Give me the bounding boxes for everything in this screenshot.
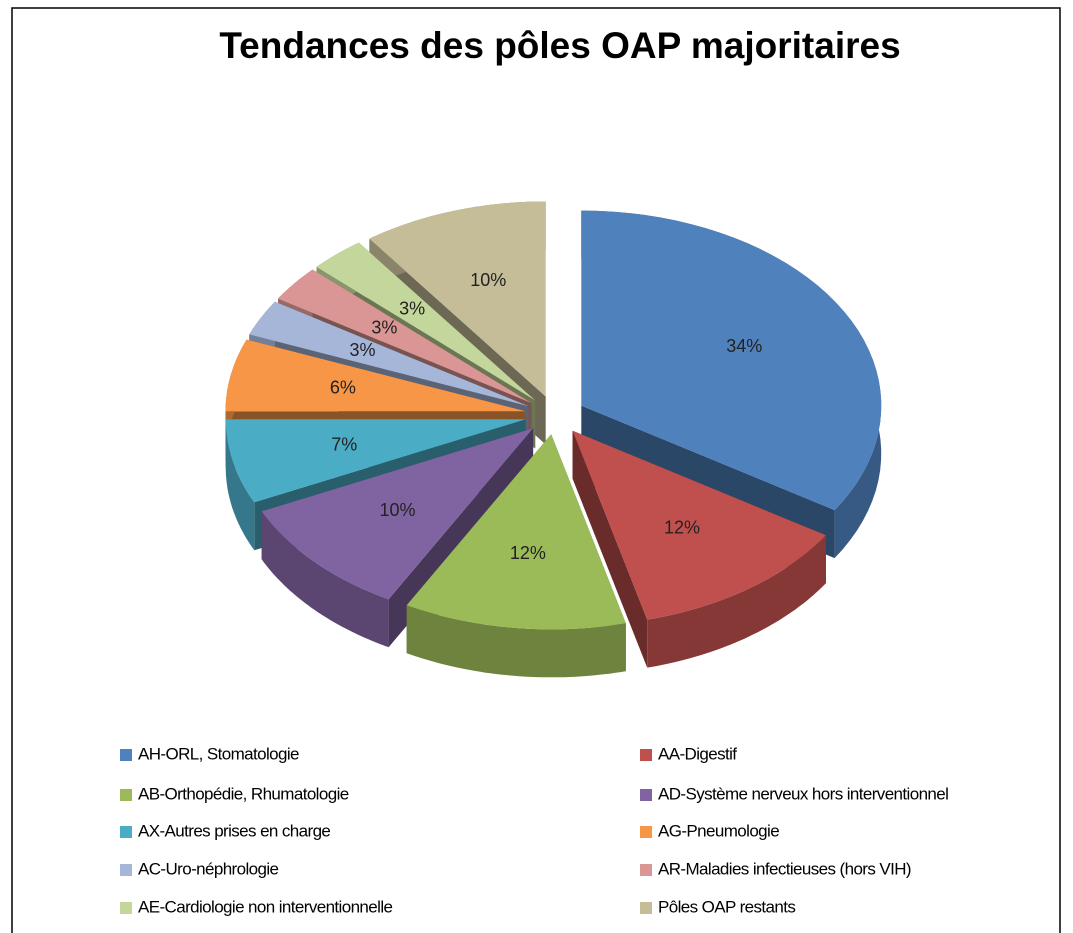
data-label: 10% (380, 500, 416, 520)
slice: 12% (406, 434, 626, 678)
data-label: 3% (350, 340, 376, 360)
legend-label: AH-ORL, Stomatologie (138, 744, 299, 763)
slice-wall (647, 535, 826, 668)
slice-wall (225, 419, 255, 551)
legend-label: AA-Digestif (658, 744, 737, 763)
slice-top (225, 339, 526, 412)
data-label: 10% (470, 270, 506, 290)
data-label: 34% (726, 336, 762, 356)
slice-top (261, 428, 534, 600)
slice-top (406, 434, 626, 630)
slice-top (249, 301, 529, 407)
data-label: 12% (664, 517, 700, 537)
chart-title: Tendances des pôles OAP majoritaires (219, 25, 900, 66)
legend-label: AC-Uro-néphrologie (138, 859, 279, 878)
slice-top (278, 269, 532, 403)
slice-top (316, 242, 536, 401)
slice-side (572, 430, 648, 668)
legend-swatch (120, 749, 132, 761)
legend-label: Pôles OAP restants (658, 897, 795, 916)
legend-swatch (640, 749, 652, 761)
data-label: 3% (371, 318, 397, 338)
legend-swatch (120, 902, 132, 914)
legend-swatch (640, 902, 652, 914)
legend-label: AX-Autres prises en charge (138, 821, 330, 840)
legend-swatch (120, 789, 132, 801)
legend: AH-ORL, Stomatologie AA-Digestif AB-Orthop… (120, 744, 949, 916)
legend-swatch (640, 864, 652, 876)
legend-label: AE-Cardiologie non interventionnelle (138, 897, 392, 916)
data-label: 12% (510, 543, 546, 563)
legend-label: AR-Maladies infectieuses (hors VIH) (658, 859, 911, 878)
legend-label: AB-Orthopédie, Rhumatologie (138, 784, 349, 803)
pie: 10%3%3%34%3%6%7%10%12%12% (225, 201, 882, 678)
legend-swatch (640, 826, 652, 838)
data-label: 6% (330, 377, 356, 397)
data-label: 7% (331, 434, 357, 454)
slice-wall (261, 511, 389, 648)
legend-swatch (120, 864, 132, 876)
slice-top (225, 419, 526, 503)
slice: 12% (572, 430, 826, 668)
slice-top (572, 430, 826, 620)
slice-top (581, 210, 882, 511)
legend-label: AG-Pneumologie (658, 821, 779, 840)
legend-swatch (120, 826, 132, 838)
data-label: 3% (399, 298, 425, 318)
slice-top (369, 201, 546, 397)
legend-label: AD-Système nerveux hors interventionnel (658, 784, 948, 803)
slice-wall (406, 605, 626, 678)
legend-swatch (640, 789, 652, 801)
